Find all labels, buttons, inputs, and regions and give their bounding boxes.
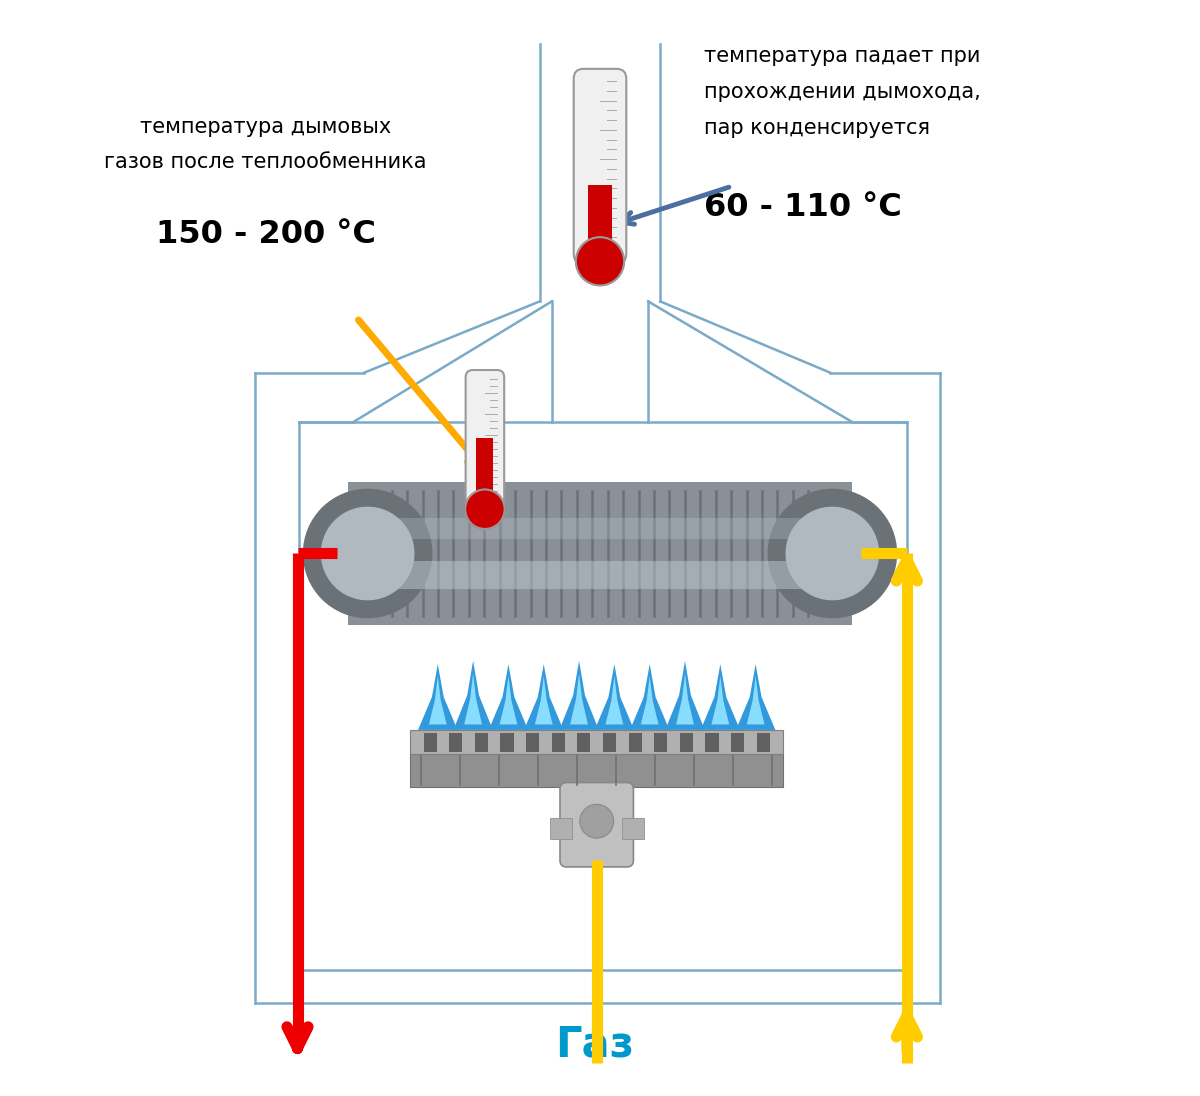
Polygon shape	[499, 676, 517, 724]
Polygon shape	[606, 676, 623, 724]
Bar	[424, 733, 437, 752]
Bar	[654, 733, 667, 752]
Polygon shape	[641, 676, 659, 724]
Bar	[680, 733, 692, 752]
Bar	[391, 560, 809, 590]
Text: 150 - 200 °С: 150 - 200 °С	[156, 219, 376, 250]
Polygon shape	[676, 673, 694, 724]
Bar	[552, 733, 565, 752]
Polygon shape	[746, 676, 764, 724]
Bar	[410, 730, 784, 754]
Bar	[757, 733, 770, 752]
Circle shape	[466, 490, 505, 529]
Bar	[622, 818, 644, 840]
FancyBboxPatch shape	[824, 528, 880, 579]
Bar	[500, 733, 514, 752]
FancyBboxPatch shape	[574, 69, 626, 264]
Bar	[391, 518, 809, 539]
Text: 60 - 110 °С: 60 - 110 °С	[704, 192, 902, 222]
Bar	[410, 754, 784, 787]
Bar	[588, 185, 612, 252]
Bar	[299, 422, 907, 970]
Bar	[475, 733, 488, 752]
Text: температура падает при: температура падает при	[704, 46, 980, 66]
Circle shape	[580, 804, 613, 838]
Polygon shape	[454, 661, 493, 730]
Bar	[348, 482, 852, 625]
Bar	[602, 733, 616, 752]
Text: газов после теплообменника: газов после теплообменника	[104, 152, 427, 172]
Polygon shape	[701, 664, 740, 730]
Bar	[550, 818, 571, 840]
Polygon shape	[736, 664, 775, 730]
Circle shape	[322, 507, 414, 600]
Polygon shape	[570, 673, 588, 724]
Polygon shape	[488, 664, 528, 730]
Bar	[629, 733, 642, 752]
Circle shape	[786, 507, 878, 600]
Polygon shape	[535, 676, 553, 724]
Polygon shape	[418, 664, 457, 730]
Polygon shape	[559, 661, 599, 730]
Polygon shape	[428, 676, 446, 724]
Polygon shape	[524, 664, 564, 730]
Bar	[449, 733, 462, 752]
Polygon shape	[595, 664, 634, 730]
Circle shape	[304, 489, 432, 618]
Text: пар конденсируется: пар конденсируется	[704, 118, 930, 138]
FancyBboxPatch shape	[466, 370, 504, 511]
FancyBboxPatch shape	[320, 528, 376, 579]
Polygon shape	[464, 673, 482, 724]
Polygon shape	[630, 664, 670, 730]
Text: прохождении дымохода,: прохождении дымохода,	[704, 82, 980, 102]
Text: температура дымовых: температура дымовых	[140, 117, 391, 137]
Bar	[577, 733, 590, 752]
Circle shape	[576, 237, 624, 285]
Bar	[526, 733, 539, 752]
Bar	[706, 733, 719, 752]
Bar	[731, 733, 744, 752]
Text: Газ: Газ	[556, 1024, 634, 1065]
Polygon shape	[712, 676, 730, 724]
Polygon shape	[665, 661, 704, 730]
Bar	[476, 438, 493, 501]
Circle shape	[768, 489, 896, 618]
FancyBboxPatch shape	[560, 783, 634, 867]
